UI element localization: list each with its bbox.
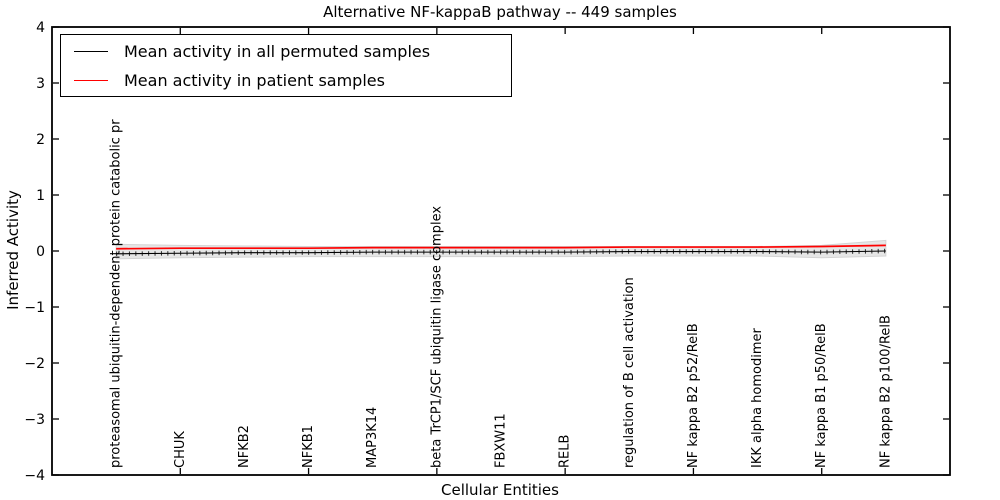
legend-line-patient-icon [74,79,108,81]
y-axis-label: Inferred Activity [4,190,22,310]
y-tick-label: −3 [24,412,45,428]
y-tick-label: 3 [36,76,45,92]
x-category-label: NFKB2 [237,425,252,468]
y-tick-label: 1 [36,188,45,204]
x-category-label: proteasomal ubiquitin-dependent protein … [109,119,124,468]
permuted-mean-line [116,250,886,255]
x-category-label: beta TrCP1/SCF ubiquitin ligase complex [429,206,444,468]
legend-item-patient: Mean activity in patient samples [74,67,511,93]
x-category-label: NF kappa B2 p52/RelB [686,323,701,468]
x-category-label: RELB [558,435,573,468]
x-category-label: IKK alpha homodimer [750,327,765,468]
chart-title: Alternative NF-kappaB pathway -- 449 sam… [323,3,677,21]
y-tick-label: −2 [24,356,45,372]
legend: Mean activity in all permuted samples Me… [60,34,512,97]
legend-label-patient: Mean activity in patient samples [124,70,385,90]
axes-spines [51,26,951,476]
x-category-label: regulation of B cell activation [622,277,637,468]
x-category-label: MAP3K14 [365,407,380,468]
permuted-band [115,239,887,260]
x-axis-label: Cellular Entities [441,481,559,499]
x-category-label: NF kappa B2 p100/RelB [878,315,893,468]
patient-mean-line [116,244,886,250]
legend-label-permuted: Mean activity in all permuted samples [124,41,431,61]
legend-line-permuted-icon [74,50,108,52]
x-category-label: NFKB1 [301,425,316,468]
x-category-label: CHUK [173,431,188,468]
y-tick-label: 0 [36,244,45,260]
x-category-label: FBXW11 [494,413,509,468]
y-tick-label: −4 [24,468,45,484]
x-category-label: NF kappa B1 p50/RelB [814,323,829,468]
y-tick-label: 2 [36,132,45,148]
y-tick-label: −1 [24,300,45,316]
y-tick-label: 4 [36,20,45,36]
legend-item-permuted: Mean activity in all permuted samples [74,38,511,64]
